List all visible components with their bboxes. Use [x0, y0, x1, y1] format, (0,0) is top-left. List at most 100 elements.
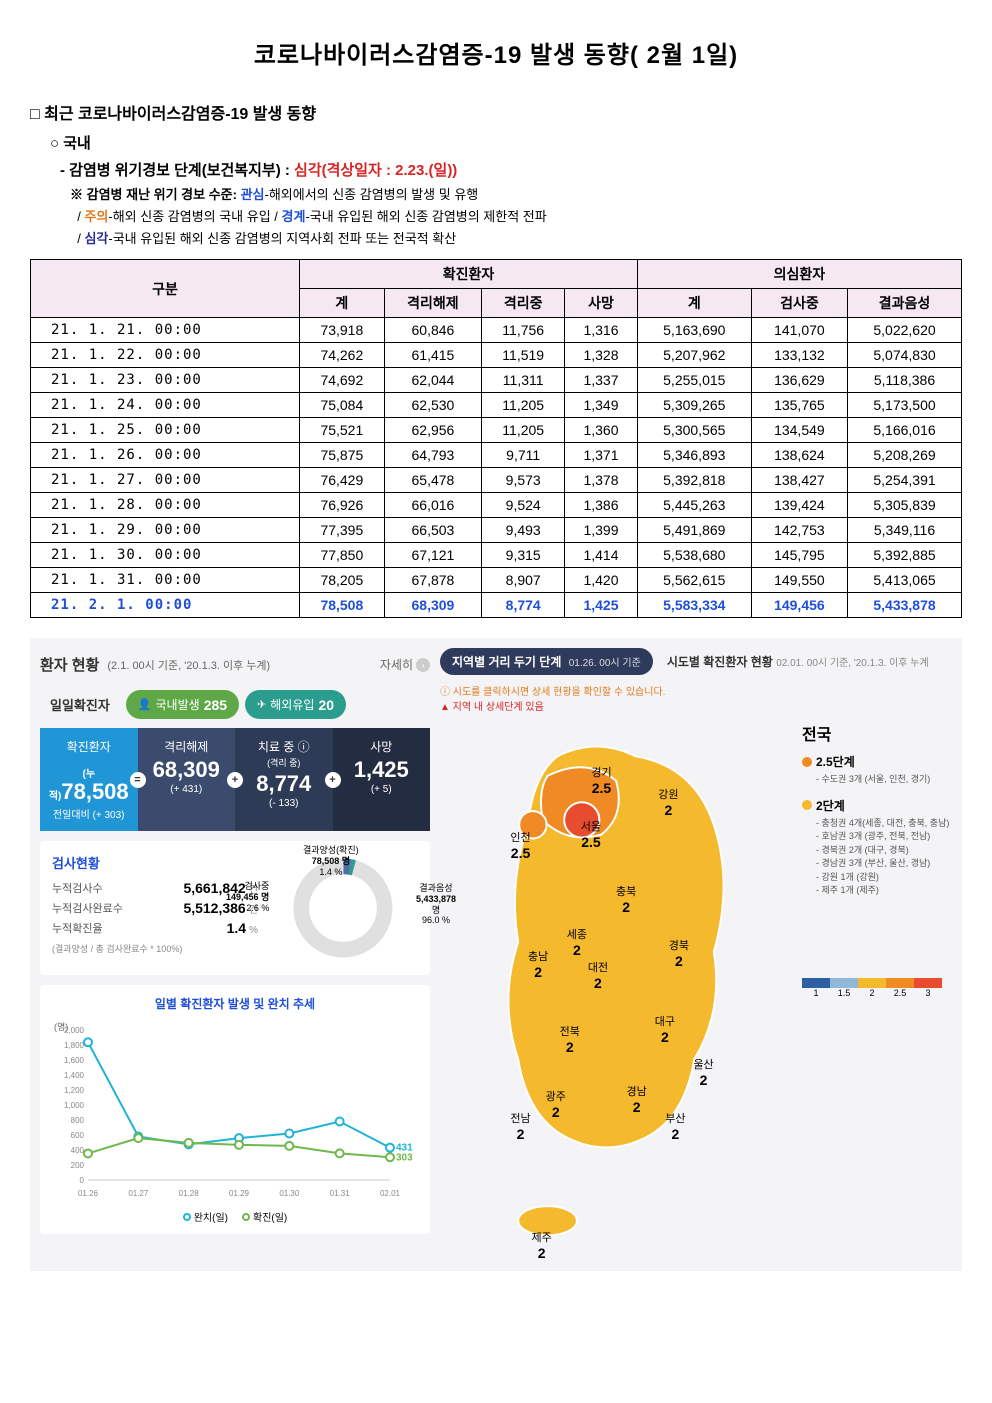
table-row: 21. 2. 1. 00:0078,50868,3098,7741,4255,5… [31, 593, 962, 618]
scale-label: 1 [802, 988, 830, 998]
domestic-label: ○ 국내 [50, 132, 962, 153]
svg-text:01.31: 01.31 [330, 1189, 351, 1198]
test-note: (결과양성 / 총 검사완료수 * 100%) [52, 942, 258, 955]
tab-regional[interactable]: 시도별 확진환자 현황 02.01. 00시 기준, '20.1.3. 이후 누… [659, 648, 937, 675]
col-confirmed: 확진환자 [300, 260, 638, 289]
region-서울[interactable]: 서울2.5 [581, 818, 601, 850]
covid-data-table: 구분 확진환자 의심환자 계격리해제격리중사망계검사중결과음성 21. 1. 2… [30, 259, 962, 618]
scale-label: 3 [914, 988, 942, 998]
right-panel: 지역별 거리 두기 단계 01.26. 00시 기준 시도별 확진환자 현황 0… [440, 648, 952, 1261]
table-row: 21. 1. 22. 00:0074,26261,41511,5191,3285… [31, 343, 962, 368]
col-category: 구분 [31, 260, 300, 318]
stat-card: 확진환자(누적)78,508전일대비 (+ 303)= [40, 728, 138, 831]
scale-box [914, 978, 942, 988]
region-제주[interactable]: 제주2 [532, 1229, 552, 1261]
table-subheader: 계 [637, 289, 751, 318]
region-울산[interactable]: 울산2 [693, 1056, 713, 1088]
svg-text:0: 0 [80, 1176, 85, 1185]
scale-box [858, 978, 886, 988]
region-충북[interactable]: 충북2 [616, 883, 636, 915]
region-부산[interactable]: 부산2 [665, 1110, 685, 1142]
svg-text:1,200: 1,200 [64, 1086, 85, 1095]
svg-text:1,600: 1,600 [64, 1056, 85, 1065]
legend-cured: 완치(일) [183, 1209, 228, 1224]
svg-text:1,000: 1,000 [64, 1101, 85, 1110]
scale-legend [802, 978, 952, 988]
trend-title: 일별 확진환자 발생 및 완치 추세 [50, 995, 420, 1012]
region-강원[interactable]: 강원2 [658, 786, 678, 818]
plane-icon: ✈ [257, 698, 266, 711]
svg-text:01.26: 01.26 [78, 1189, 99, 1198]
region-경남[interactable]: 경남2 [627, 1083, 647, 1115]
scale-label: 1.5 [830, 988, 858, 998]
test-status-box: 검사현황 누적검사수5,661,842 건누적검사완료수5,512,386 건누… [40, 841, 430, 975]
region-인천[interactable]: 인천2.5 [510, 829, 530, 861]
table-row: 21. 1. 31. 00:0078,20567,8788,9071,4205,… [31, 568, 962, 593]
detail-link[interactable]: 자세히 › [380, 656, 430, 673]
svg-text:01.29: 01.29 [229, 1189, 250, 1198]
tab-distancing[interactable]: 지역별 거리 두기 단계 01.26. 00시 기준 [440, 648, 653, 675]
stat-card: 격리해제68,309(+ 431)+ [138, 728, 236, 831]
test-status-title: 검사현황 [52, 853, 258, 872]
patient-status-title: 환자 현황 [40, 654, 99, 675]
page-title: 코로나바이러스감염증-19 발생 동향( 2월 1일) [30, 35, 962, 70]
table-row: 21. 1. 21. 00:0073,91860,84611,7561,3165… [31, 318, 962, 343]
scale-label: 2.5 [886, 988, 914, 998]
korea-map[interactable]: 경기2.5 강원2 인천2.5 서울2.5 충북2 세종2 충남2 대전2 경북2 전북2 대구2 광… [440, 721, 792, 1261]
table-row: 21. 1. 24. 00:0075,08462,53011,2051,3495… [31, 393, 962, 418]
table-row: 21. 1. 25. 00:0075,52162,95611,2051,3605… [31, 418, 962, 443]
table-row: 21. 1. 23. 00:0074,69262,04411,3111,3375… [31, 368, 962, 393]
legend-confirmed: 확진(일) [242, 1209, 287, 1224]
region-대구[interactable]: 대구2 [655, 1013, 675, 1045]
table-subheader: 격리해제 [384, 289, 482, 318]
map-notice-2: ▲ 지역 내 상세단계 있음 [440, 698, 952, 713]
region-충남[interactable]: 충남2 [528, 948, 548, 980]
region-경기[interactable]: 경기2.5 [591, 764, 611, 796]
level-group: 2단계- 충청권 4개(세종, 대전, 충북, 충남)- 호남권 3개 (광주,… [802, 797, 952, 898]
domestic-pill: 👤 국내발생 285 [126, 690, 239, 719]
svg-text:(명): (명) [54, 1022, 68, 1032]
table-row: 21. 1. 26. 00:0075,87564,7939,7111,3715,… [31, 443, 962, 468]
table-row: 21. 1. 29. 00:0077,39566,5039,4931,3995,… [31, 518, 962, 543]
region-전북[interactable]: 전북2 [560, 1023, 580, 1055]
table-subheader: 계 [300, 289, 384, 318]
scale-box [802, 978, 830, 988]
region-경북[interactable]: 경북2 [669, 937, 689, 969]
table-subheader: 격리중 [482, 289, 565, 318]
alert-sub-line-2: / 주의-해외 신종 감염병의 국내 유입 / 경계-국내 유입된 해외 신종 … [70, 206, 962, 225]
svg-text:600: 600 [71, 1131, 85, 1140]
table-row: 21. 1. 30. 00:0077,85067,1219,3151,4145,… [31, 543, 962, 568]
daily-confirmed-label: 일일확진자 [40, 689, 120, 720]
map-notice-1: ⓘ 시도를 클릭하시면 상세 현황을 확인할 수 있습니다. [440, 683, 952, 698]
person-icon: 👤 [138, 698, 152, 711]
region-세종[interactable]: 세종2 [567, 926, 587, 958]
national-title: 전국 [802, 721, 952, 745]
svg-text:01.28: 01.28 [179, 1189, 200, 1198]
alert-sub-line-1: ※ 감염병 재난 위기 경보 수준: 관심-해외에서의 신종 감염병의 발생 및… [70, 184, 962, 203]
svg-text:01.30: 01.30 [279, 1189, 300, 1198]
section-header: □ 최근 코로나바이러스감염증-19 발생 동향 [30, 100, 962, 124]
region-전남[interactable]: 전남2 [510, 1110, 530, 1142]
stat-card: 사망1,425(+ 5) [333, 728, 431, 831]
svg-text:1,400: 1,400 [64, 1071, 85, 1080]
region-광주[interactable]: 광주2 [546, 1088, 566, 1120]
chevron-icon: › [416, 658, 430, 672]
left-panel: 환자 현황 (2.1. 00시 기준, '20.1.3. 이후 누계) 자세히 … [40, 648, 430, 1261]
overseas-pill: ✈ 해외유입 20 [245, 690, 346, 719]
patient-status-subtitle: (2.1. 00시 기준, '20.1.3. 이후 누계) [107, 657, 270, 673]
trend-chart: 2,0001,8001,6001,4001,2001,0008006004002… [50, 1020, 420, 1200]
svg-text:303: 303 [396, 1152, 413, 1163]
svg-text:1,800: 1,800 [64, 1041, 85, 1050]
alert-sub-line-3: / 심각-국내 유입된 해외 신종 감염병의 지역사회 전파 또는 전국적 확산 [70, 228, 962, 247]
scale-box [830, 978, 858, 988]
svg-text:200: 200 [71, 1161, 85, 1170]
trend-chart-box: 일별 확진환자 발생 및 완치 추세 2,0001,8001,6001,4001… [40, 985, 430, 1234]
table-subheader: 사망 [565, 289, 638, 318]
national-panel: 전국 2.5단계- 수도권 3개 (서울, 인천, 경기)2단계- 충청권 4개… [802, 721, 952, 1261]
col-suspected: 의심환자 [637, 260, 961, 289]
dashboard: 환자 현황 (2.1. 00시 기준, '20.1.3. 이후 누계) 자세히 … [30, 638, 962, 1271]
table-row: 21. 1. 28. 00:0076,92666,0169,5241,3865,… [31, 493, 962, 518]
region-대전[interactable]: 대전2 [588, 959, 608, 991]
svg-text:01.27: 01.27 [128, 1189, 149, 1198]
svg-text:400: 400 [71, 1146, 85, 1155]
